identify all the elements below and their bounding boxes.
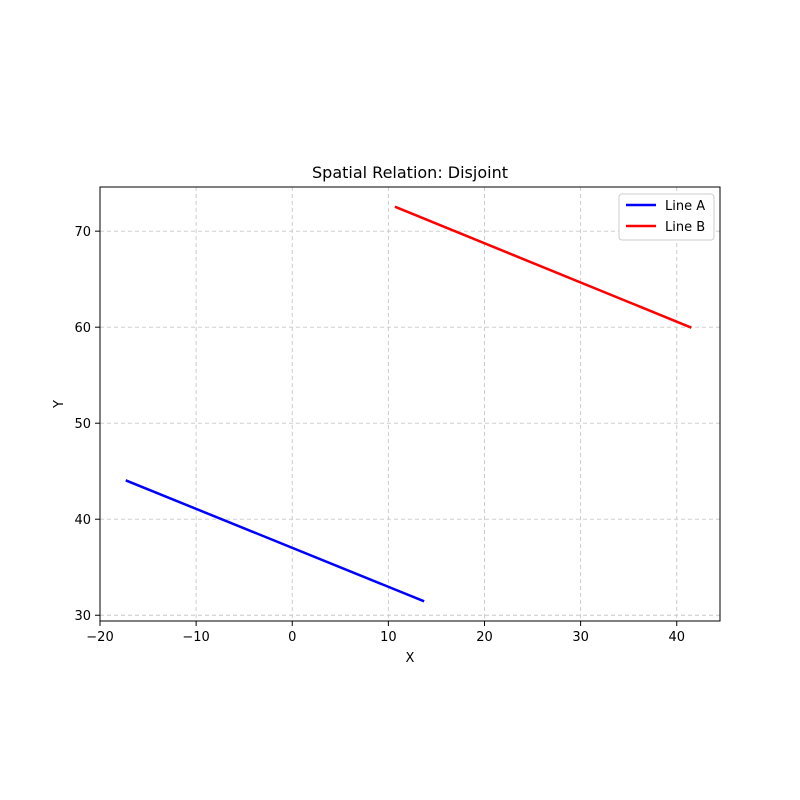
- axis-ticks: −20 −10 0 10 20 30 40 30 40 50 60 70: [74, 225, 685, 645]
- x-tick-label: 40: [668, 630, 685, 645]
- x-tick-label: 20: [476, 630, 493, 645]
- y-tick-label: 40: [74, 513, 91, 528]
- legend: Line A Line B: [618, 193, 715, 241]
- x-axis-label: X: [406, 651, 415, 666]
- x-tick-label: 0: [288, 630, 296, 645]
- y-tick-label: 50: [74, 417, 91, 432]
- grid-lines: [99, 187, 720, 621]
- plot-area: [125, 205, 692, 603]
- y-axis-label: Y: [52, 400, 67, 409]
- legend-label-line-a: Line A: [665, 199, 705, 214]
- y-tick-label: 30: [74, 609, 91, 624]
- x-tick-label: 30: [572, 630, 589, 645]
- y-tick-label: 60: [74, 321, 91, 336]
- x-tick-label: 10: [380, 630, 397, 645]
- chart-title: Spatial Relation: Disjoint: [312, 163, 508, 182]
- series-line-a: [125, 479, 425, 603]
- legend-label-line-b: Line B: [665, 220, 705, 235]
- series-line-b: [394, 205, 692, 329]
- y-tick-label: 70: [74, 225, 91, 240]
- axes-frame: [99, 186, 721, 622]
- x-tick-label: −10: [182, 630, 209, 645]
- x-tick-label: −20: [86, 630, 113, 645]
